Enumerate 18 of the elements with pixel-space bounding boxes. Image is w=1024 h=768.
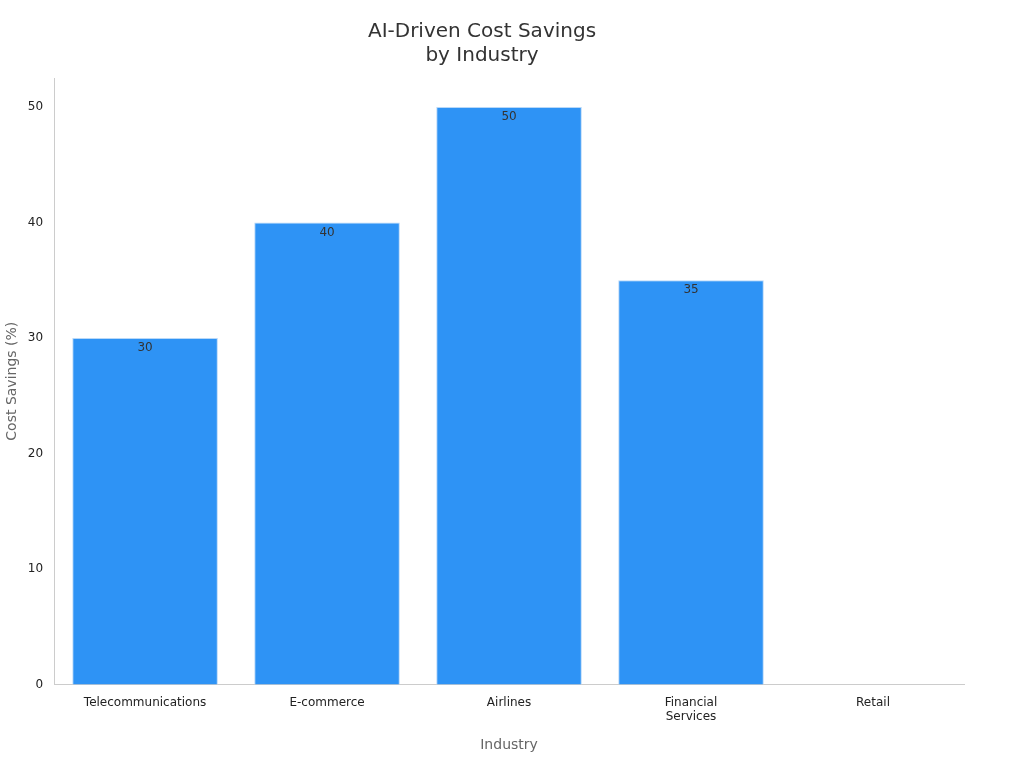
- data-label: 40: [319, 224, 335, 239]
- data-label: 30: [137, 340, 153, 355]
- y-tick-label: 10: [27, 561, 44, 576]
- data-label: 50: [501, 109, 517, 123]
- chart-title: AI-Driven Cost Savings by Industry: [367, 18, 597, 67]
- y-tick-label: 40: [27, 214, 44, 229]
- x-tick-label: Airlines: [486, 694, 532, 709]
- y-tick-label: 20: [27, 445, 44, 460]
- x-axis-title: Industry: [480, 736, 538, 753]
- x-tick-label: E-commerce: [289, 694, 365, 709]
- data-label: 35: [683, 282, 699, 297]
- y-axis-title: Cost Savings (%): [3, 321, 20, 441]
- x-tick-label: Telecommunications: [82, 694, 207, 709]
- y-tick-label: 50: [27, 99, 44, 113]
- x-tick-label: Financial Services: [664, 694, 718, 724]
- y-tick-label: 30: [27, 330, 44, 345]
- y-tick-label: 0: [35, 676, 44, 691]
- x-tick-label: Retail: [856, 694, 890, 709]
